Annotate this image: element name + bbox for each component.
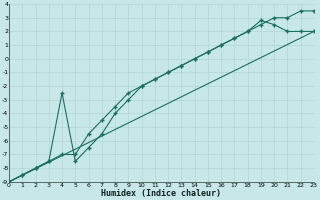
X-axis label: Humidex (Indice chaleur): Humidex (Indice chaleur) [101,189,221,198]
